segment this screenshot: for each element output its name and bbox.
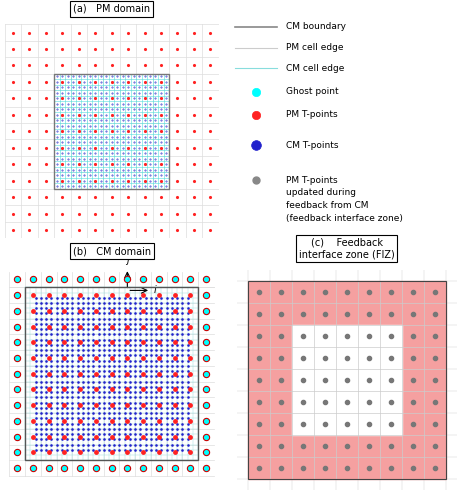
Text: PM T-points: PM T-points (286, 110, 338, 120)
Text: PM cell edge: PM cell edge (286, 43, 344, 52)
Text: CM T-points: CM T-points (286, 140, 339, 149)
Title: (a)   PM domain: (a) PM domain (73, 4, 150, 14)
Text: j: j (126, 256, 129, 266)
Text: Ghost point: Ghost point (286, 87, 339, 96)
Text: i: i (154, 286, 157, 296)
Bar (25, 288, 198, 460)
Text: (feedback interface zone): (feedback interface zone) (286, 214, 403, 223)
Title: (c)    Feedback
interface zone (FIZ): (c) Feedback interface zone (FIZ) (299, 238, 394, 260)
Text: updated during: updated during (286, 188, 356, 198)
Bar (291, 325, 402, 435)
Bar (54, 74, 169, 189)
Title: (b)   CM domain: (b) CM domain (72, 246, 151, 256)
Text: PM T-points: PM T-points (286, 176, 338, 184)
Text: feedback from CM: feedback from CM (286, 201, 368, 210)
Text: CM cell edge: CM cell edge (286, 64, 345, 73)
Text: CM boundary: CM boundary (286, 22, 346, 31)
